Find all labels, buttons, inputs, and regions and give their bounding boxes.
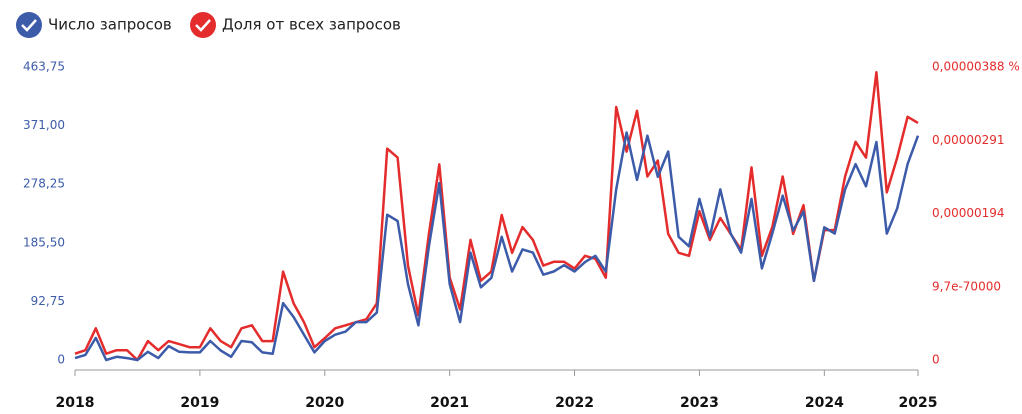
x-tick-label: 2019 [180, 395, 219, 410]
y2-tick-label: 0,00000291 [932, 133, 1005, 147]
legend-item[interactable]: Число запросов [16, 12, 172, 38]
checkmark [195, 19, 211, 32]
y-tick-label: 185,50 [23, 235, 65, 249]
line-series [74, 71, 919, 362]
y2-tick-label: 0,00000194 [932, 206, 1005, 220]
y-tick-label: 463,75 [23, 60, 65, 74]
legend-label[interactable]: Доля от всех запросов [222, 16, 401, 34]
x-tick-label: 2020 [305, 395, 344, 410]
legend-marker[interactable] [16, 12, 42, 38]
y-tick-label: 0 [57, 353, 65, 367]
x-tick-label: 2025 [899, 395, 938, 410]
legend-label[interactable]: Число запросов [48, 16, 172, 34]
y-tick-label: 371,00 [23, 118, 65, 132]
checkmark [21, 19, 37, 32]
y2-tick-label: 0,00000388 % [932, 60, 1020, 74]
legend-marker[interactable] [190, 12, 216, 38]
x-tick-label: 2021 [430, 395, 469, 410]
y-tick-label: 278,25 [23, 177, 65, 191]
x-tick-label: 2018 [56, 395, 95, 410]
y-tick-label: 92,75 [31, 294, 65, 308]
x-tick-label: 2024 [805, 395, 844, 410]
y2-tick-label: 0 [932, 353, 940, 367]
legend-item[interactable]: Доля от всех запросов [190, 12, 401, 38]
x-tick-label: 2023 [680, 395, 719, 410]
y2-tick-label: 9,7e-70000 [932, 279, 1001, 293]
line-series [74, 131, 920, 362]
x-tick-label: 2022 [555, 395, 594, 410]
